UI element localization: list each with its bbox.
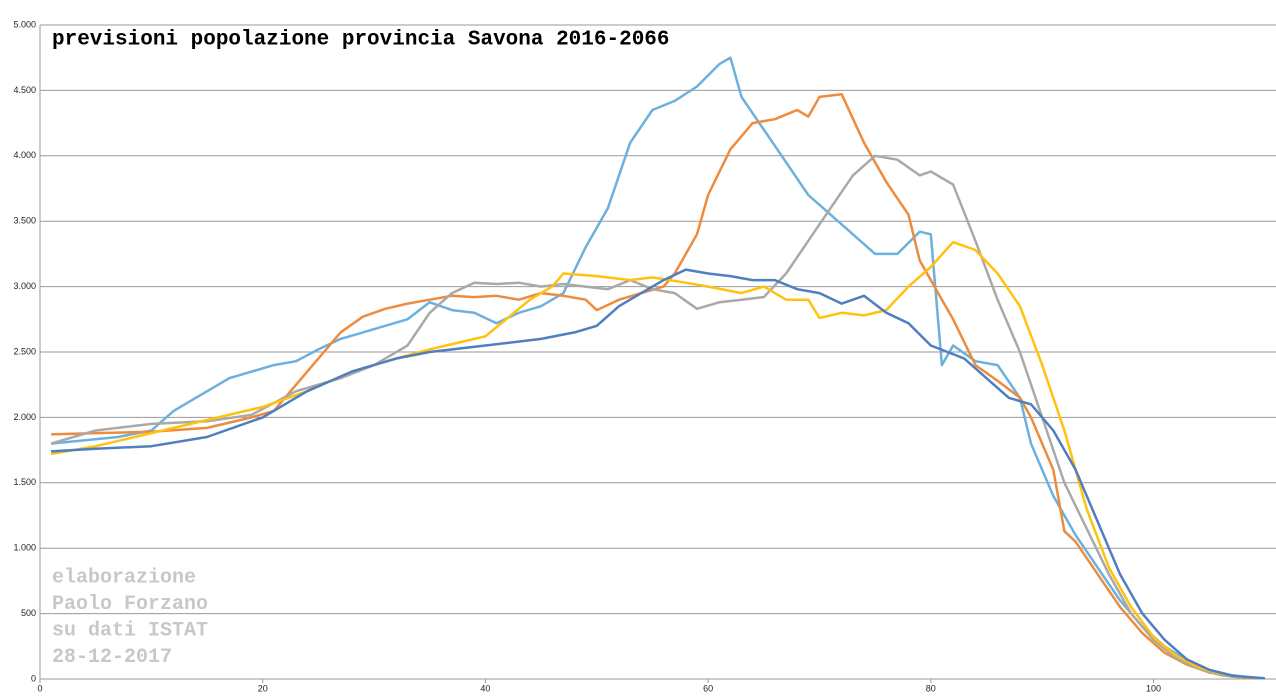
y-tick-label: 1.500 — [13, 477, 36, 487]
series-line — [51, 268, 1265, 680]
chart-title: previsioni popolazione provincia Savona … — [52, 29, 670, 52]
watermark: Paolo Forzano — [52, 593, 208, 616]
series-line — [50, 56, 1254, 679]
y-tick-label: 3.000 — [13, 281, 36, 291]
y-tick-label: 1.000 — [13, 543, 36, 553]
series-line — [51, 93, 1254, 680]
y-tick-label: 4.500 — [13, 85, 36, 95]
y-tick-label: 2.000 — [13, 412, 36, 422]
y-tick-label: 500 — [21, 608, 36, 618]
x-tick-label: 60 — [703, 683, 713, 693]
y-tick-label: 0 — [31, 673, 36, 683]
x-tick-label: 80 — [926, 683, 936, 693]
y-tick-label: 4.000 — [13, 150, 36, 160]
x-tick-label: 20 — [258, 683, 268, 693]
watermark: su dati ISTAT — [52, 619, 208, 642]
y-tick-label: 5.000 — [13, 19, 36, 29]
watermark: elaborazione — [52, 566, 196, 589]
y-tick-label: 2.500 — [13, 346, 36, 356]
x-tick-label: 40 — [480, 683, 490, 693]
x-tick-label: 100 — [1146, 683, 1161, 693]
series-line — [50, 154, 1243, 679]
watermark: 28-12-2017 — [52, 646, 172, 669]
x-tick-label: 0 — [37, 683, 42, 693]
y-tick-label: 3.500 — [13, 216, 36, 226]
